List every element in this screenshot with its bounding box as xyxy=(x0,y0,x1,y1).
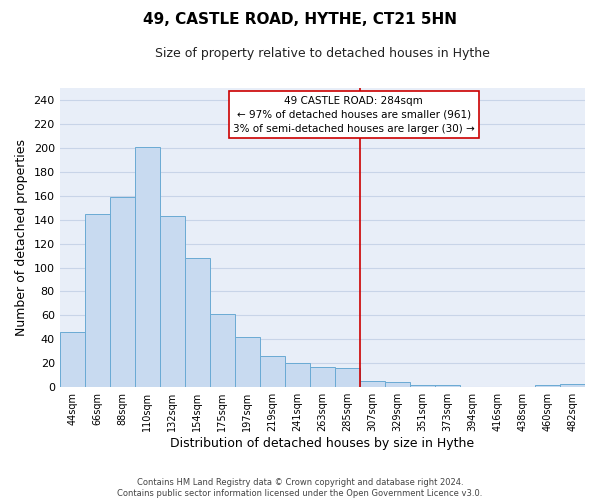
Bar xyxy=(85,214,110,387)
Bar xyxy=(185,258,210,387)
Bar xyxy=(410,385,435,387)
Bar xyxy=(59,332,85,387)
Bar xyxy=(335,368,360,387)
Bar xyxy=(235,337,260,387)
Bar xyxy=(160,216,185,387)
Bar xyxy=(135,146,160,387)
Text: Contains HM Land Registry data © Crown copyright and database right 2024.
Contai: Contains HM Land Registry data © Crown c… xyxy=(118,478,482,498)
Text: 49 CASTLE ROAD: 284sqm
← 97% of detached houses are smaller (961)
3% of semi-det: 49 CASTLE ROAD: 284sqm ← 97% of detached… xyxy=(233,96,475,134)
Y-axis label: Number of detached properties: Number of detached properties xyxy=(15,139,28,336)
Bar xyxy=(210,314,235,387)
Bar xyxy=(260,356,285,387)
Title: Size of property relative to detached houses in Hythe: Size of property relative to detached ho… xyxy=(155,48,490,60)
Bar xyxy=(385,382,410,387)
Bar xyxy=(310,367,335,387)
Bar xyxy=(360,381,385,387)
Bar xyxy=(285,364,310,387)
Bar xyxy=(435,385,460,387)
X-axis label: Distribution of detached houses by size in Hythe: Distribution of detached houses by size … xyxy=(170,437,475,450)
Bar xyxy=(535,385,560,387)
Bar xyxy=(110,197,135,387)
Bar xyxy=(560,384,585,387)
Text: 49, CASTLE ROAD, HYTHE, CT21 5HN: 49, CASTLE ROAD, HYTHE, CT21 5HN xyxy=(143,12,457,28)
